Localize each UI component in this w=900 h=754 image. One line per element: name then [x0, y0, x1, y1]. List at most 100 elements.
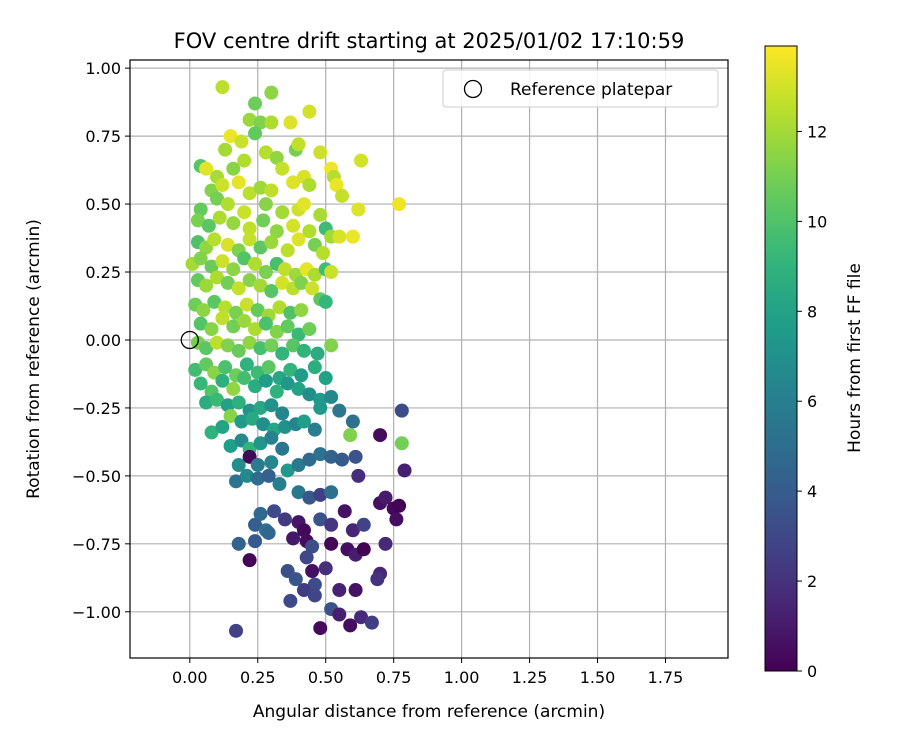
scatter-point — [324, 517, 339, 532]
scatter-point — [248, 96, 263, 111]
scatter-point — [286, 218, 301, 233]
x-tick-label: 1.50 — [580, 668, 616, 687]
scatter-point — [253, 400, 268, 415]
scatter-point — [218, 360, 233, 375]
scatter-point — [269, 324, 284, 339]
scatter-point — [324, 536, 339, 551]
colorbar-tick-label: 10 — [807, 212, 827, 231]
scatter-point — [242, 553, 257, 568]
scatter-point — [242, 186, 257, 201]
legend: Reference platepar — [442, 69, 719, 108]
scatter-point — [269, 384, 284, 399]
scatter-point — [201, 218, 216, 233]
scatter-point — [253, 240, 268, 255]
x-tick-label: 0.00 — [172, 668, 208, 687]
scatter-point — [209, 335, 224, 350]
colorbar-tick-label: 0 — [807, 662, 817, 681]
scatter-point — [302, 322, 317, 337]
scatter-point — [193, 202, 208, 217]
colorbar-tick-label: 4 — [807, 482, 817, 501]
scatter-point — [237, 251, 252, 266]
scatter-point — [307, 360, 322, 375]
scatter-point — [242, 221, 257, 236]
scatter-point — [378, 536, 393, 551]
scatter-point — [305, 564, 320, 579]
scatter-point — [313, 145, 328, 160]
colorbar-gradient — [764, 45, 798, 672]
scatter-point — [324, 390, 339, 405]
scatter-point — [335, 452, 350, 467]
scatter-point — [280, 319, 295, 334]
scatter-point — [313, 487, 328, 502]
scatter-point — [264, 85, 279, 100]
scatter-point — [253, 278, 268, 293]
y-tick-label: 0.75 — [85, 127, 121, 146]
x-tick-label: 1.00 — [444, 668, 480, 687]
scatter-point — [253, 436, 268, 451]
legend-reference-marker — [463, 79, 483, 99]
scatter-point — [218, 300, 233, 315]
scatter-point — [364, 615, 379, 630]
scatter-point — [234, 134, 249, 149]
scatter-point — [264, 115, 279, 130]
scatter-point — [204, 425, 219, 440]
y-tick-label: −0.75 — [72, 535, 121, 554]
scatter-point — [264, 235, 279, 250]
scatter-point — [294, 275, 309, 290]
scatter-point — [258, 373, 273, 388]
x-axis-ticks: 0.00 0.25 0.50 0.75 1.00 1.25 1.50 1.75 — [172, 658, 683, 687]
scatter-point — [394, 403, 409, 418]
scatter-point — [296, 197, 311, 212]
scatter-point — [250, 303, 265, 318]
scatter-point — [275, 406, 290, 421]
legend-entry: Reference platepar — [510, 80, 672, 100]
scatter-point — [264, 398, 279, 413]
scatter-point — [209, 270, 224, 285]
scatter-point — [324, 265, 339, 280]
y-tick-label: −0.25 — [72, 399, 121, 418]
scatter-point — [220, 237, 235, 252]
scatter-point — [231, 281, 246, 296]
data-points — [185, 80, 412, 638]
scatter-point — [277, 512, 292, 527]
scatter-point — [354, 610, 369, 625]
scatter-point — [256, 417, 271, 432]
colorbar-tick-label: 12 — [807, 122, 827, 141]
x-tick-label: 0.25 — [240, 668, 276, 687]
scatter-point — [242, 335, 257, 350]
scatter-point — [302, 178, 317, 193]
scatter-point — [299, 550, 314, 565]
scatter-point — [264, 430, 279, 445]
scatter-point — [280, 463, 295, 478]
scatter-point — [237, 153, 252, 168]
scatter-point — [237, 205, 252, 220]
colorbar-label: Hours from first FF file — [845, 263, 865, 453]
scatter-point — [392, 197, 407, 212]
scatter-point — [253, 506, 268, 521]
legend-box — [442, 69, 719, 108]
scatter-point — [269, 150, 284, 165]
scatter-point — [229, 474, 244, 489]
scatter-point — [207, 294, 222, 309]
scatter-point — [318, 371, 333, 386]
x-tick-label: 1.25 — [512, 668, 548, 687]
scatter-point — [356, 542, 371, 557]
x-tick-label: 1.75 — [648, 668, 684, 687]
scatter-point — [258, 197, 273, 212]
colorbar-ticks: 0 2 4 6 8 10 12 — [797, 122, 827, 681]
reference-platepar-marker — [180, 330, 199, 350]
scatter-point — [196, 303, 211, 318]
scatter-point — [356, 517, 371, 532]
scatter-point — [348, 449, 363, 464]
y-axis-ticks: −1.00 −0.75 −0.50 −0.25 0.00 0.25 0.50 0.75 1.00 — [72, 59, 130, 622]
scatter-point — [231, 395, 246, 410]
scatter-point — [242, 232, 257, 247]
scatter-point — [307, 588, 322, 603]
scatter-point — [223, 129, 238, 144]
scatter-point — [389, 512, 404, 527]
colorbar-tick-label: 6 — [807, 392, 817, 411]
scatter-point — [253, 115, 268, 130]
scatter-point — [207, 232, 222, 247]
scatter-point — [267, 504, 282, 519]
